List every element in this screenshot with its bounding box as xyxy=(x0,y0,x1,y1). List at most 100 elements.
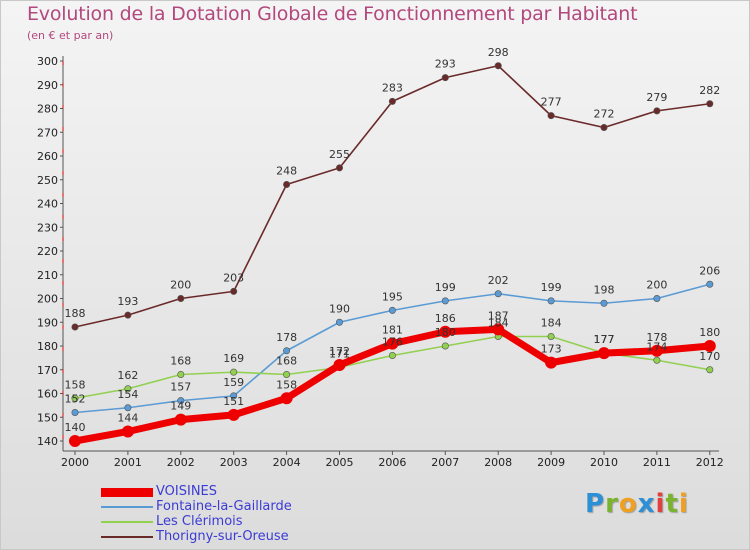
x-tick-labels: 2000 2001 2002 2003 2004 2005 2006 2007 2008 2009… xyxy=(61,451,724,469)
y-tick-label: 190 xyxy=(37,316,58,329)
data-point xyxy=(283,181,291,189)
data-point xyxy=(653,356,661,364)
data-label: 177 xyxy=(594,333,615,346)
data-point xyxy=(386,337,399,350)
data-point xyxy=(177,397,185,405)
data-label: 202 xyxy=(488,274,509,287)
data-label: 158 xyxy=(65,378,86,391)
data-label: 176 xyxy=(382,336,403,349)
data-point xyxy=(547,332,555,340)
series-lines xyxy=(69,62,716,447)
logo-letter: t xyxy=(665,489,679,519)
data-point xyxy=(706,280,714,288)
y-tick-label: 210 xyxy=(37,269,58,282)
y-tick-label: 260 xyxy=(37,150,58,163)
y-tick-label: 300 xyxy=(37,55,58,68)
data-point xyxy=(441,74,449,82)
x-tick-label: 2008 xyxy=(484,456,512,469)
data-label: 149 xyxy=(170,400,191,413)
data-label: 188 xyxy=(65,307,86,320)
logo-letter: P xyxy=(585,489,606,519)
legend-item: Les Clérimois xyxy=(101,514,361,530)
data-point xyxy=(703,340,716,352)
data-point xyxy=(494,62,502,70)
data-point xyxy=(71,394,79,402)
data-label: 158 xyxy=(276,378,297,391)
data-label: 203 xyxy=(223,271,244,284)
y-tick-label: 140 xyxy=(37,435,58,448)
data-label: 293 xyxy=(435,58,456,71)
legend-label: Thorigny-sur-Oreuse xyxy=(156,529,289,544)
data-point xyxy=(121,425,134,438)
data-point xyxy=(230,392,238,400)
data-label: 282 xyxy=(699,84,720,97)
data-point xyxy=(71,323,79,331)
legend-item: Thorigny-sur-Oreuse xyxy=(101,529,361,545)
y-tick-label: 220 xyxy=(37,245,58,258)
x-tick-label: 2001 xyxy=(114,456,142,469)
data-point xyxy=(283,347,291,355)
logo-letter: o xyxy=(618,489,638,519)
x-tick-label: 2010 xyxy=(590,456,618,469)
data-label: 174 xyxy=(646,340,667,353)
data-point xyxy=(333,359,346,371)
x-tick-label: 2006 xyxy=(378,456,406,469)
chart-title: Evolution de la Dotation Globale de Fonc… xyxy=(27,3,638,25)
x-tick-label: 2007 xyxy=(431,456,459,469)
data-label: 178 xyxy=(276,331,297,344)
data-point xyxy=(280,392,293,405)
data-point xyxy=(547,112,555,120)
data-point xyxy=(124,404,132,412)
logo-letter: x xyxy=(637,489,656,519)
y-tick-labels: 140 150 160 170 180 190 200 210 220 230 240 250 260 2… xyxy=(37,55,63,448)
data-label: 168 xyxy=(276,355,297,368)
x-tick-label: 2011 xyxy=(643,456,671,469)
x-tick-label: 2002 xyxy=(167,456,195,469)
data-label: 154 xyxy=(117,388,138,401)
data-point xyxy=(388,97,396,105)
data-point xyxy=(598,347,610,360)
data-label: 159 xyxy=(223,376,244,389)
data-point xyxy=(706,100,714,108)
data-point xyxy=(388,306,396,314)
data-point xyxy=(494,290,502,298)
data-point xyxy=(441,297,449,305)
data-point xyxy=(335,318,343,326)
data-point xyxy=(283,370,291,378)
axes xyxy=(62,56,719,452)
data-label: 168 xyxy=(170,355,191,368)
data-label: 193 xyxy=(117,295,138,308)
chart-subtitle: (en € et par an) xyxy=(27,29,114,42)
data-label: 169 xyxy=(223,352,244,365)
legend-label: VOISINES xyxy=(156,484,218,499)
data-label: 152 xyxy=(65,393,86,406)
data-label: 184 xyxy=(541,317,562,330)
data-label: 144 xyxy=(117,412,138,425)
legend-swatch xyxy=(101,536,153,538)
legend-item: VOISINES xyxy=(101,484,361,500)
data-label: 283 xyxy=(382,81,403,94)
data-point xyxy=(439,325,452,338)
data-point xyxy=(230,368,238,376)
y-tick-label: 280 xyxy=(37,103,58,116)
data-point xyxy=(177,294,185,302)
y-tick-label: 230 xyxy=(37,221,58,234)
proxiti-logo: Proxiti xyxy=(585,489,689,519)
data-label: 162 xyxy=(117,369,138,382)
data-point xyxy=(653,107,661,115)
y-tick-label: 240 xyxy=(37,198,58,211)
data-label: 277 xyxy=(541,96,562,109)
data-point xyxy=(650,344,663,357)
data-label: 172 xyxy=(329,345,350,358)
data-point xyxy=(706,366,714,374)
logo-letter: i xyxy=(655,489,666,519)
data-label: 140 xyxy=(65,421,86,434)
x-tick-label: 2000 xyxy=(61,456,89,469)
data-label: 178 xyxy=(646,331,667,344)
logo-letter: r xyxy=(605,489,619,519)
data-point xyxy=(335,164,343,172)
data-label: 272 xyxy=(594,108,615,121)
data-point xyxy=(600,124,608,132)
